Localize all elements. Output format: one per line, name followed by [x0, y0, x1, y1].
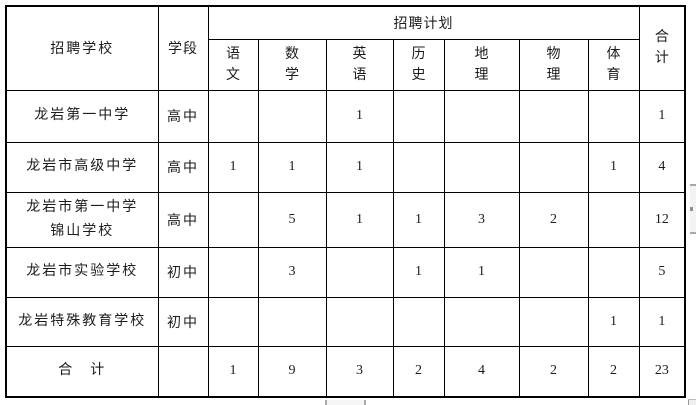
subject-count-cell: 1 — [392, 246, 445, 298]
subject-count-cell — [443, 141, 520, 193]
header-subject-geography: 地 理 — [443, 38, 520, 91]
subject-count-cell: 1 — [587, 296, 640, 347]
header-subject-chinese: 语 文 — [207, 38, 259, 91]
row-total-cell: 5 — [638, 246, 686, 298]
subject-count-cell: 5 — [257, 191, 327, 248]
header-school: 招聘学校 — [5, 5, 159, 91]
stage-cell: 高中 — [157, 89, 209, 143]
subject-count-cell — [392, 141, 445, 193]
subject-count-cell: 3 — [257, 246, 327, 298]
row-total-cell: 1 — [638, 89, 686, 143]
header-row-subjects: 语 文 数 学 英 语 历 史 地 理 物 理 体 育 — [6, 38, 685, 91]
subject-count-cell — [518, 246, 589, 298]
subject-count-cell — [207, 246, 259, 298]
column-total-cell: 4 — [443, 345, 520, 398]
table-row: 龙岩市高级中学 高中 1 1 1 1 4 — [5, 141, 686, 193]
subject-count-cell: 3 — [443, 191, 520, 248]
school-name-cell: 龙岩市第一中学 锦山学校 — [5, 191, 159, 248]
stage-cell: 初中 — [157, 246, 209, 298]
header-subject-pe: 体 育 — [587, 38, 640, 91]
table-row: 龙岩市实验学校 初中 3 1 1 5 — [5, 246, 686, 298]
stage-cell: 高中 — [157, 191, 209, 248]
stage-cell: 高中 — [157, 141, 209, 193]
subject-count-cell: 1 — [325, 141, 394, 193]
subject-count-cell — [207, 89, 259, 143]
school-name-cell: 龙岩第一中学 — [5, 89, 159, 143]
subject-count-cell: 1 — [257, 141, 327, 193]
subject-count-cell — [443, 296, 520, 347]
table-row: 龙岩第一中学 高中 1 1 — [5, 89, 686, 143]
subject-count-cell: 1 — [443, 246, 520, 298]
subject-count-cell — [443, 89, 520, 143]
school-name-cell: 龙岩市实验学校 — [5, 246, 159, 298]
scrollbar-grip-icon — [690, 207, 693, 211]
column-total-cell: 9 — [257, 345, 327, 398]
column-total-cell: 2 — [518, 345, 589, 398]
subject-count-cell — [207, 296, 259, 347]
header-total: 合 计 — [638, 5, 686, 91]
table-row: 龙岩市第一中学 锦山学校 高中 5 1 1 3 2 12 — [5, 191, 686, 248]
subject-count-cell: 1 — [325, 89, 394, 143]
header-subject-english: 英 语 — [325, 38, 394, 91]
grand-total-cell: 23 — [638, 345, 686, 398]
stage-cell: 初中 — [157, 296, 209, 347]
school-name-cell: 龙岩特殊教育学校 — [5, 296, 159, 347]
column-total-cell: 1 — [207, 345, 259, 398]
subject-count-cell — [325, 246, 394, 298]
stage-cell — [157, 345, 209, 398]
subject-count-cell — [257, 89, 327, 143]
footer-label-cell: 合 计 — [5, 345, 159, 398]
subject-count-cell: 2 — [518, 191, 589, 248]
header-row-top: 招聘学校 学段 招聘计划 合 计 — [5, 5, 686, 91]
row-total-cell: 12 — [638, 191, 686, 248]
row-total-cell: 4 — [638, 141, 686, 193]
subject-count-cell — [325, 296, 394, 347]
header-subject-math: 数 学 — [257, 38, 327, 91]
table-footer-row: 合 计 1 9 3 2 4 2 2 23 — [5, 345, 686, 398]
subject-count-cell: 1 — [587, 141, 640, 193]
subject-count-cell — [392, 89, 445, 143]
scrollbar-corner — [688, 399, 696, 405]
vertical-scrollbar-thumb[interactable] — [690, 184, 696, 234]
column-total-cell: 3 — [325, 345, 394, 398]
horizontal-scrollbar-thumb[interactable] — [325, 400, 366, 405]
subject-count-cell: 1 — [325, 191, 394, 248]
subject-count-cell — [207, 191, 259, 248]
subject-count-cell — [518, 89, 589, 143]
header-stage: 学段 — [157, 5, 209, 91]
subject-count-cell — [518, 296, 589, 347]
table-row: 龙岩特殊教育学校 初中 1 1 — [5, 296, 686, 347]
school-name-cell: 龙岩市高级中学 — [5, 141, 159, 193]
subject-count-cell — [587, 89, 640, 143]
subject-count-cell — [587, 191, 640, 248]
subject-count-cell — [392, 296, 445, 347]
header-subject-physics: 物 理 — [518, 38, 589, 91]
subject-count-cell — [587, 246, 640, 298]
header-plan: 招聘计划 — [207, 5, 640, 40]
column-total-cell: 2 — [392, 345, 445, 398]
subject-count-cell: 1 — [392, 191, 445, 248]
subject-count-cell — [518, 141, 589, 193]
recruitment-plan-table: 招聘学校 学段 招聘计划 合 计 语 文 数 学 英 语 历 史 地 理 物 理… — [5, 5, 687, 398]
header-subject-history: 历 史 — [392, 38, 445, 91]
subject-count-cell: 1 — [207, 141, 259, 193]
row-total-cell: 1 — [638, 296, 686, 347]
subject-count-cell — [257, 296, 327, 347]
column-total-cell: 2 — [587, 345, 640, 398]
